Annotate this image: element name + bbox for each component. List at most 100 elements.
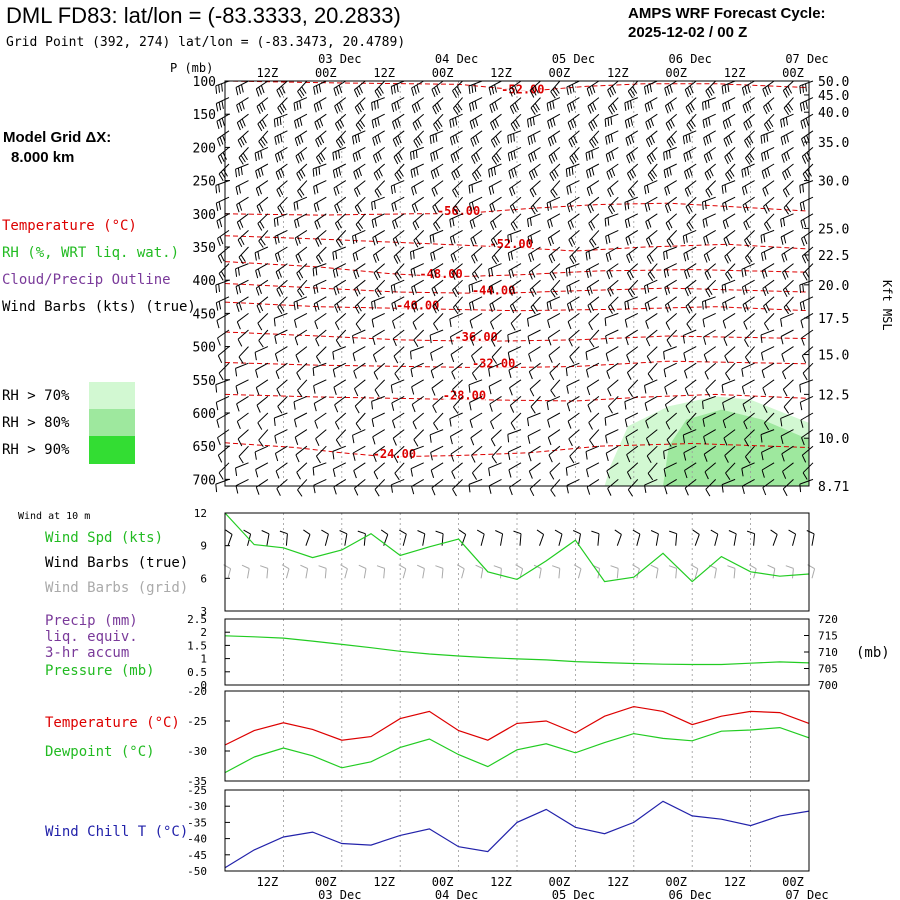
wind-barb <box>588 113 600 132</box>
rh70-swatch <box>89 382 135 409</box>
wind-barb <box>743 113 755 131</box>
wind-barb <box>371 412 385 428</box>
windchill-frame <box>224 789 810 872</box>
wind-barb <box>567 312 580 330</box>
pressure-y2-tick-label: 720 <box>818 613 838 626</box>
wind-barb <box>705 180 717 198</box>
wind-barb <box>507 429 522 443</box>
wind-barb <box>723 329 736 346</box>
wind-barb <box>334 296 347 313</box>
wind-barb <box>432 296 444 314</box>
wind-barb <box>313 180 327 195</box>
wind-barb <box>725 462 736 480</box>
wind-barb <box>215 80 230 94</box>
wind-barb <box>763 113 775 132</box>
wind-barb <box>627 479 639 497</box>
wind-barb <box>704 163 717 181</box>
wind-barb <box>744 246 755 265</box>
wind-barb <box>624 395 638 410</box>
wind-barb <box>799 395 814 411</box>
wind-barb <box>293 97 308 112</box>
surface-wind-barb-true <box>614 529 622 546</box>
wind-barb <box>352 146 366 163</box>
wind-barb <box>411 379 424 395</box>
wind-barb <box>589 429 600 447</box>
wind-barb <box>452 97 463 115</box>
wind-barb <box>569 147 580 165</box>
wind-barb <box>372 146 385 164</box>
windchill-series-label: Wind Chill T (°C) <box>45 824 188 840</box>
wind-barb <box>509 279 522 296</box>
wind-barb <box>277 396 288 414</box>
wind-barb <box>663 346 677 360</box>
contour-label: -24.00 <box>373 447 416 461</box>
wind-barb <box>374 279 386 298</box>
wind-barb <box>450 445 463 462</box>
wind-barb <box>548 445 561 463</box>
p3-y-tick-label: 0.5 <box>187 666 207 679</box>
wind-barb <box>548 246 561 264</box>
wind-barb <box>721 180 736 194</box>
wind-barb <box>235 163 249 178</box>
wind-barb <box>665 313 678 330</box>
wind-barb <box>277 97 288 115</box>
wind-barb <box>491 147 502 165</box>
top-date-label: 06 Dec <box>669 52 712 66</box>
wind-barb <box>763 213 775 231</box>
wind-barb <box>527 312 541 327</box>
wind-barb <box>605 229 619 245</box>
wind-barb <box>433 412 444 431</box>
wind-barb <box>799 279 814 293</box>
contour-label: -52.00 <box>501 82 544 96</box>
wind-barb <box>488 80 502 96</box>
wind-barb <box>663 362 677 378</box>
wind-barb <box>275 263 288 280</box>
wind-barb <box>783 196 794 215</box>
wind-barb <box>704 362 717 380</box>
wind-barb <box>762 279 775 296</box>
forecast-cycle-value: 2025-12-02 / 00 Z <box>628 24 747 41</box>
p5-y-tick-label: -30 <box>187 800 207 813</box>
wind-barb <box>412 113 425 131</box>
wind-barb <box>471 246 483 264</box>
wind-barb <box>294 229 308 246</box>
temperature-line <box>224 705 810 746</box>
wind-barb <box>605 146 619 163</box>
wind-barb <box>332 163 347 179</box>
wind-barb <box>527 229 541 245</box>
wind-barb <box>645 312 658 329</box>
wind-barb <box>527 429 541 444</box>
surface-wind-barb-grid <box>632 564 640 579</box>
wind-barb <box>725 163 736 182</box>
wind-barb <box>741 263 755 278</box>
wind-barb <box>411 80 424 96</box>
wind-barb <box>510 412 522 431</box>
temperature-panel: Temperature (°C) Dewpoint (°C) -35 -30 -25… <box>45 685 810 788</box>
wind-barb <box>433 213 444 232</box>
wind-barb <box>586 379 600 396</box>
wind-barb <box>394 462 405 481</box>
wind-barb <box>743 313 755 330</box>
contour-label-bg <box>420 267 463 280</box>
wind-barb <box>566 279 580 295</box>
wind-barb <box>488 362 502 377</box>
wind-barb <box>335 429 347 447</box>
wind-barb <box>722 412 736 429</box>
wind-barb <box>585 246 600 261</box>
wind-barb <box>664 97 677 114</box>
top-hour-label: 12Z <box>373 66 395 80</box>
p2-y-tick-label: 6 <box>200 572 207 585</box>
surface-wind-barb-true <box>303 529 311 546</box>
wind-barb <box>468 180 483 194</box>
wind-barb <box>235 180 249 195</box>
contour-label-bg <box>396 299 439 312</box>
surface-wind-barb-true <box>632 529 641 546</box>
wind-barb <box>645 230 658 247</box>
wind-barb <box>723 230 736 247</box>
wind-barb <box>565 362 580 377</box>
wind-barb <box>314 312 327 330</box>
wind-barb <box>625 130 639 146</box>
surface-wind-barb-true <box>339 530 348 546</box>
wind-barb <box>588 313 600 331</box>
wind-barb <box>741 478 755 495</box>
